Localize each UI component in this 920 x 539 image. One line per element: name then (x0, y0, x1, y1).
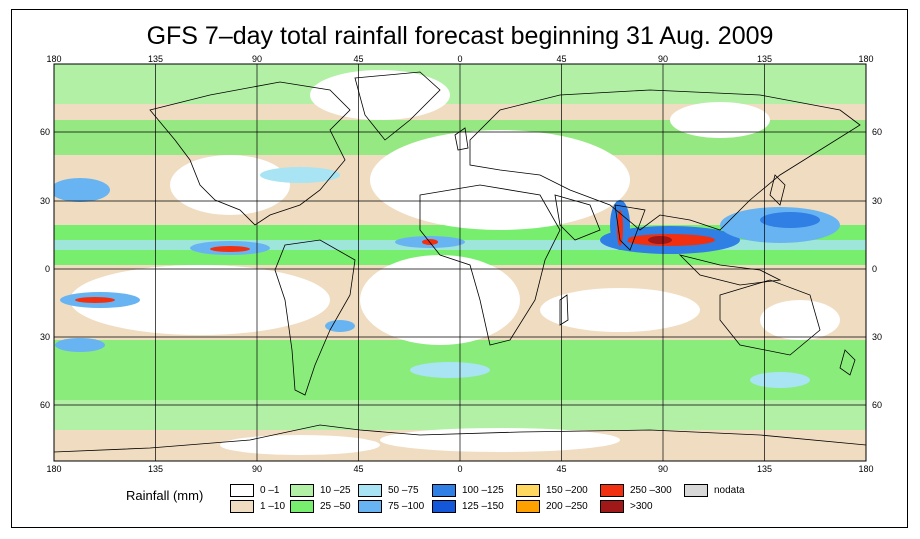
longitude-labels-bottom: 180 135 90 45 0 45 90 135 180 (46, 464, 873, 474)
latitude-tick-label: 30 (872, 332, 882, 342)
latitude-labels-right: 60 30 0 30 60 (872, 127, 882, 410)
longitude-tick-label: 135 (757, 464, 772, 474)
figure-frame (11, 9, 908, 528)
latitude-tick-label: 30 (40, 196, 50, 206)
longitude-tick-label: 180 (858, 54, 873, 64)
latitude-tick-label: 60 (40, 400, 50, 410)
latitude-tick-label: 0 (45, 264, 50, 274)
longitude-tick-label: 135 (148, 54, 163, 64)
longitude-tick-label: 90 (252, 464, 262, 474)
map-title: GFS 7–day total rainfall forecast beginn… (146, 22, 774, 50)
rainfall-field (54, 64, 866, 461)
longitude-tick-label: 180 (46, 54, 61, 64)
longitude-tick-label: 90 (658, 54, 668, 64)
latitude-tick-label: 60 (872, 127, 882, 137)
longitude-tick-label: 90 (658, 464, 668, 474)
longitude-labels-top: 180 135 90 45 0 45 90 135 180 (46, 54, 873, 64)
longitude-tick-label: 135 (148, 464, 163, 474)
coastlines (54, 71, 866, 453)
longitude-tick-label: 0 (457, 464, 462, 474)
longitude-tick-label: 45 (353, 464, 363, 474)
longitude-tick-label: 0 (457, 54, 462, 64)
longitude-tick-label: 135 (757, 54, 772, 64)
latitude-tick-label: 30 (872, 196, 882, 206)
longitude-tick-label: 180 (46, 464, 61, 474)
latitude-tick-label: 60 (872, 400, 882, 410)
longitude-tick-label: 90 (252, 54, 262, 64)
map-border (53, 63, 867, 462)
latitude-labels-left: 60 30 0 30 60 (40, 127, 50, 410)
latitude-tick-label: 60 (40, 127, 50, 137)
longitude-tick-label: 45 (556, 54, 566, 64)
latitude-tick-label: 30 (40, 332, 50, 342)
latitude-tick-label: 0 (872, 264, 877, 274)
longitude-tick-label: 45 (556, 464, 566, 474)
graticule (54, 64, 866, 461)
longitude-tick-label: 180 (858, 464, 873, 474)
longitude-tick-label: 45 (353, 54, 363, 64)
